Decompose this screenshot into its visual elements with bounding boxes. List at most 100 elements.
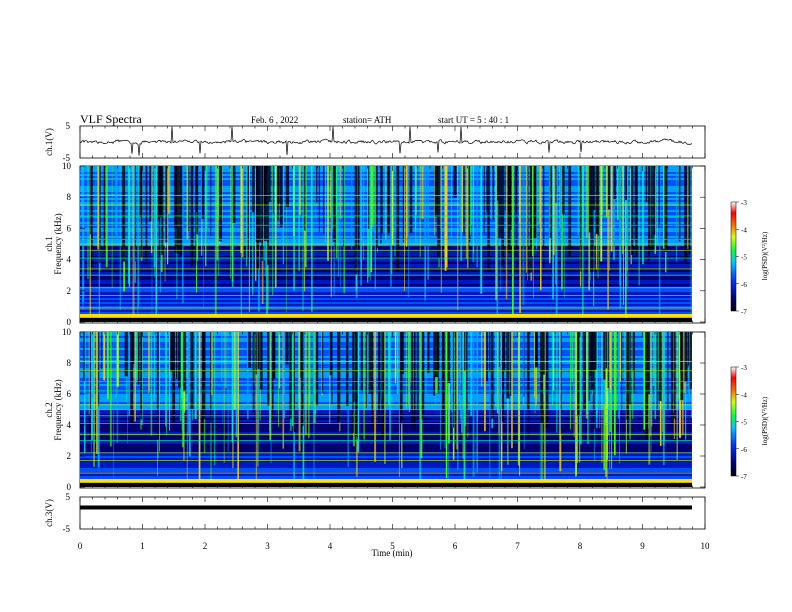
spectrogram-streak [103, 332, 106, 381]
spectrogram-gap [387, 166, 390, 234]
colorbar-tick-label: -7 [741, 308, 747, 316]
spectrogram-streak [216, 166, 219, 261]
spectrogram-gap [89, 332, 91, 439]
spectrogram-gap [381, 332, 385, 436]
spectrogram-band [80, 374, 692, 376]
x-tick-label: 2 [203, 541, 208, 551]
spectrogram-streak [183, 332, 185, 461]
spectrogram-band [80, 332, 692, 334]
spectrogram-gap [633, 332, 635, 394]
spectrogram-streak [372, 166, 374, 228]
spectrogram-streak [278, 332, 279, 427]
spectrogram-streak [607, 166, 609, 310]
spectrogram-gap [300, 332, 302, 378]
spectrogram-gap [535, 332, 538, 367]
spectrogram-streak [230, 166, 231, 279]
spectrogram-line [80, 314, 692, 317]
spectrogram-streak [406, 166, 408, 247]
spectrogram-gap [488, 332, 491, 372]
spectrogram-gap [463, 166, 465, 236]
spectrogram-streak [462, 332, 464, 459]
spectrogram-streak [133, 166, 135, 235]
spectrogram-gap [653, 166, 655, 250]
spectrogram-streak [279, 332, 281, 389]
spectrogram-gap [124, 332, 128, 377]
spectrogram-streak [535, 332, 537, 406]
x-tick-label: 0 [78, 541, 83, 551]
spectrogram-gap [232, 166, 236, 223]
spectrogram-streak [655, 332, 657, 404]
spectrogram-band [80, 346, 692, 348]
spectrogram-streak [363, 332, 365, 440]
spectrogram-streak [260, 166, 262, 229]
spectrogram-streak [252, 166, 254, 295]
spectrogram-gap [464, 332, 466, 372]
spectrogram-band [80, 462, 692, 464]
colorbar-tick-label: -5 [741, 419, 747, 427]
spectrogram-gap [607, 166, 611, 210]
spectrogram-gap [486, 332, 488, 382]
spectrogram-gap [605, 332, 608, 369]
spectrogram-band [80, 278, 692, 280]
spectrogram-streak [601, 332, 603, 406]
spectrogram-streak [459, 332, 461, 424]
spectrogram-streak [690, 166, 692, 315]
spectrogram-streak [543, 332, 546, 481]
spectrogram-streak [222, 332, 223, 424]
spectrogram-streak [218, 166, 219, 276]
spectrogram-streak [132, 166, 135, 321]
spectrogram-streak [311, 166, 313, 312]
spectrogram-band [80, 352, 692, 354]
spectrogram-gap [170, 332, 173, 372]
spectrogram-streak [343, 166, 346, 294]
spectrogram-band [80, 286, 692, 288]
spectrogram-streak [480, 166, 483, 294]
spectrogram-gap [262, 166, 264, 238]
spectrogram-band [80, 242, 692, 244]
spectrogram-streak [445, 166, 448, 268]
spectrogram-streak [274, 166, 277, 288]
spectrogram-gap [159, 166, 162, 218]
spectrogram-band [80, 344, 692, 346]
spectrogram-band [80, 350, 692, 352]
spectrogram-gap [368, 332, 372, 394]
spectrogram-streak [225, 332, 227, 389]
spectrogram-band [80, 394, 692, 396]
spectrogram-gap [680, 332, 683, 373]
spectrogram-streak [97, 166, 99, 250]
spectrogram-gap [689, 332, 692, 389]
spectrogram-streak [335, 166, 337, 216]
spectrogram-streak [324, 166, 326, 243]
x-tick-label: 6 [453, 541, 458, 551]
spectrogram-gap [99, 166, 101, 263]
spectrogram-streak [519, 332, 521, 476]
spectrogram-band [80, 294, 692, 296]
spectrogram-streak [155, 166, 157, 317]
spectrogram-streak [624, 332, 626, 381]
spectrogram-band [80, 428, 692, 430]
spectrogram-streak [137, 166, 139, 321]
spectrogram-line [80, 483, 692, 487]
spectrogram-streak [258, 332, 259, 441]
spectrogram-gap [316, 166, 318, 203]
spectrogram-gap [101, 332, 103, 369]
spectrogram-gap [409, 166, 413, 234]
spectrogram-streak [337, 166, 339, 277]
spectrogram-gap [346, 332, 349, 406]
spectrogram-gap [280, 166, 283, 228]
spectrogram-streak [136, 166, 138, 229]
spectrogram-gap [580, 166, 582, 272]
spectrogram-band [80, 312, 692, 314]
spectrogram-streak [676, 332, 678, 460]
spectrogram-gap [257, 332, 260, 370]
spectrogram-streak [116, 332, 119, 387]
spectrogram-streak [451, 332, 454, 412]
spectrogram-gap [263, 166, 268, 241]
spectrogram-streak [327, 166, 329, 261]
spectrogram-streak [691, 332, 692, 466]
spectrogram-streak [570, 332, 571, 430]
spectrogram-streak [498, 332, 500, 480]
spectrogram-gap [218, 166, 222, 242]
spectrogram-band [80, 348, 692, 350]
spectrogram-streak [240, 166, 243, 253]
